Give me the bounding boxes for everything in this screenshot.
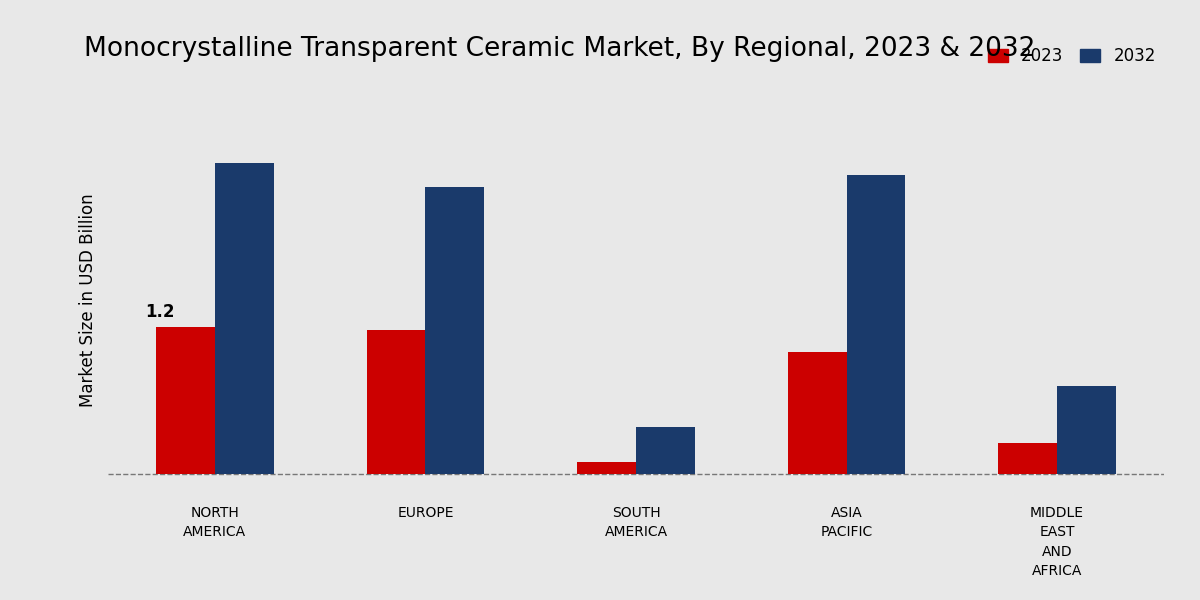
Text: 1.2: 1.2 [145, 304, 175, 322]
Bar [215, 163, 274, 474]
Bar [1057, 386, 1116, 474]
Bar [636, 427, 695, 474]
Bar [426, 187, 485, 474]
Bar [787, 352, 846, 474]
Bar [366, 330, 426, 474]
Bar [577, 461, 636, 474]
Bar [846, 175, 906, 474]
Text: Monocrystalline Transparent Ceramic Market, By Regional, 2023 & 2032: Monocrystalline Transparent Ceramic Mark… [84, 36, 1036, 62]
Bar [998, 443, 1057, 474]
Y-axis label: Market Size in USD Billion: Market Size in USD Billion [79, 193, 97, 407]
Legend: 2023, 2032: 2023, 2032 [988, 47, 1156, 65]
Bar [156, 328, 215, 474]
